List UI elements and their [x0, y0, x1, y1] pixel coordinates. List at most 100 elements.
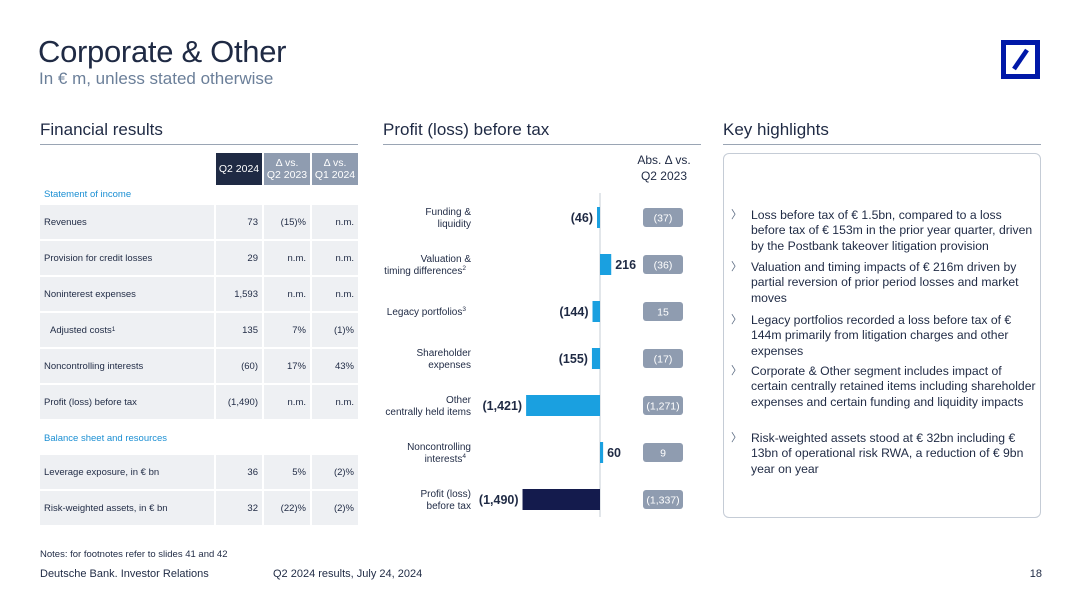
footer-event: Q2 2024 results, July 24, 2024: [273, 568, 423, 580]
row-label: Revenues: [40, 205, 214, 239]
group-label-statement-of-income: Statement of income: [44, 189, 132, 200]
highlight-text: Corporate & Other segment includes impac…: [751, 364, 1036, 409]
footnote-note: Notes: for footnotes refer to slides 41 …: [40, 549, 228, 560]
bar-7: [522, 489, 600, 510]
cell-delta-q1-2024: n.m.: [312, 205, 358, 239]
bar-6: [600, 442, 604, 463]
deutsche-bank-logo: [1001, 40, 1040, 79]
highlight-item: 〉 Risk-weighted assets stood at € 32bn i…: [731, 431, 1036, 477]
highlight-item: 〉 Loss before tax of € 1.5bn, compared t…: [731, 208, 1036, 254]
bar-value-label: (155): [559, 352, 588, 366]
row-label: Profit (loss) before tax: [40, 385, 214, 419]
cell-delta-q1-2024: (2)%: [312, 491, 358, 525]
logo-slash-icon: [1012, 48, 1029, 71]
cell-delta-q2-2023: (22)%: [264, 491, 310, 525]
abs-delta-value: (17): [654, 354, 673, 366]
cell-delta-q1-2024: (1)%: [312, 313, 358, 347]
table-row: Provision for credit losses 29 n.m. n.m.: [40, 241, 358, 275]
bullet-chevron-icon: 〉: [731, 314, 742, 326]
category-label: Funding & liquidity: [425, 207, 471, 230]
highlight-item: 〉 Corporate & Other segment includes imp…: [731, 364, 1036, 410]
section-financial-results: Financial results: [40, 120, 163, 139]
table-row: Profit (loss) before tax (1,490) n.m. n.…: [40, 385, 358, 419]
abs-delta-value: (1,337): [646, 495, 679, 507]
category-label: Other centrally held items: [385, 395, 471, 418]
category-label: Noncontrolling interests4: [407, 442, 471, 465]
table-row: Revenues 73 (15)% n.m.: [40, 205, 358, 239]
category-label: Shareholder expenses: [417, 348, 472, 371]
column-header-label: Δ vs. Q2 2023: [266, 157, 308, 181]
cell-q2-2024: 36: [216, 455, 262, 489]
group-label-balance-sheet: Balance sheet and resources: [44, 433, 168, 444]
section-key-highlights: Key highlights: [723, 120, 829, 139]
row-label: Noninterest expenses: [40, 277, 214, 311]
cell-q2-2024: (1,490): [216, 385, 262, 419]
abs-delta-value: (37): [654, 213, 673, 225]
page-number: 18: [1029, 568, 1042, 580]
row-label: Provision for credit losses: [40, 241, 214, 275]
cell-delta-q2-2023: 5%: [264, 455, 310, 489]
section-profit-before-tax: Profit (loss) before tax: [383, 120, 550, 139]
highlight-text: Risk-weighted assets stood at € 32bn inc…: [751, 431, 1024, 476]
table-row: Risk-weighted assets, in € bn 32 (22)% (…: [40, 491, 358, 525]
bar-value-label: (144): [559, 305, 588, 319]
abs-delta-value: (36): [654, 260, 673, 272]
page-subtitle: In € m, unless stated otherwise: [39, 69, 274, 88]
bullet-chevron-icon: 〉: [731, 365, 742, 377]
table-row: Noncontrolling interests (60) 17% 43%: [40, 349, 358, 383]
cell-delta-q1-2024: n.m.: [312, 277, 358, 311]
bar-value-label: 216: [615, 258, 636, 272]
cell-delta-q2-2023: n.m.: [264, 385, 310, 419]
section-divider: [723, 144, 1041, 145]
highlight-text: Valuation and timing impacts of € 216m d…: [751, 260, 1019, 305]
abs-delta-value: 15: [657, 307, 669, 319]
bullet-chevron-icon: 〉: [731, 432, 742, 444]
row-label: Leverage exposure, in € bn: [40, 455, 214, 489]
section-divider: [383, 144, 701, 145]
column-header-delta-q1-2024: Δ vs. Q1 2024: [312, 153, 358, 185]
cell-q2-2024: 29: [216, 241, 262, 275]
cell-delta-q1-2024: n.m.: [312, 241, 358, 275]
highlight-item: 〉 Valuation and timing impacts of € 216m…: [731, 260, 1036, 306]
category-label: Legacy portfolios3: [387, 306, 467, 318]
profit-before-tax-chart: (46) Funding & liquidity (37) 216 Valuation &…: [384, 193, 683, 517]
abs-delta-badge: [643, 302, 683, 321]
bar-value-label: 60: [607, 446, 621, 460]
cell-q2-2024: (60): [216, 349, 262, 383]
cell-delta-q1-2024: (2)%: [312, 455, 358, 489]
category-label: Profit (loss) before tax: [420, 489, 471, 512]
cell-delta-q2-2023: (15)%: [264, 205, 310, 239]
abs-delta-value: (1,271): [646, 401, 679, 413]
abs-delta-header: Abs. Δ vs. Q2 2023: [637, 153, 691, 183]
column-header-label: Q2 2024: [218, 163, 260, 175]
bar-value-label: (1,421): [482, 399, 522, 413]
cell-q2-2024: 135: [216, 313, 262, 347]
row-label: Adjusted costs 1: [40, 313, 214, 347]
column-header-delta-q2-2023: Δ vs. Q2 2023: [264, 153, 310, 185]
key-highlights-panel: [723, 153, 1041, 518]
bar-3: [592, 301, 600, 322]
table-row: Adjusted costs 1 135 7% (1)%: [40, 313, 358, 347]
bar-1: [597, 207, 600, 228]
abs-delta-badge: [643, 396, 683, 415]
page-title: Corporate & Other: [38, 34, 287, 69]
bar-2: [600, 254, 612, 275]
highlight-item: 〉 Legacy portfolios recorded a loss befo…: [731, 313, 1036, 359]
footer-company: Deutsche Bank. Investor Relations: [40, 568, 209, 580]
highlight-text: Legacy portfolios recorded a loss before…: [751, 313, 1012, 358]
cell-q2-2024: 73: [216, 205, 262, 239]
abs-delta-badge: [643, 443, 683, 462]
row-label: Risk-weighted assets, in € bn: [40, 491, 214, 525]
bullet-chevron-icon: 〉: [731, 261, 742, 273]
highlight-text: Loss before tax of € 1.5bn, compared to …: [751, 208, 1033, 253]
table-row: Noninterest expenses 1,593 n.m. n.m.: [40, 277, 358, 311]
column-header-label: Δ vs. Q1 2024: [314, 157, 356, 181]
cell-delta-q2-2023: n.m.: [264, 277, 310, 311]
abs-delta-badge: [643, 490, 683, 509]
row-label: Noncontrolling interests: [40, 349, 214, 383]
bar-5: [526, 395, 600, 416]
cell-delta-q2-2023: 7%: [264, 313, 310, 347]
cell-delta-q2-2023: n.m.: [264, 241, 310, 275]
table-row: Leverage exposure, in € bn 36 5% (2)%: [40, 455, 358, 489]
bar-value-label: (46): [571, 211, 593, 225]
